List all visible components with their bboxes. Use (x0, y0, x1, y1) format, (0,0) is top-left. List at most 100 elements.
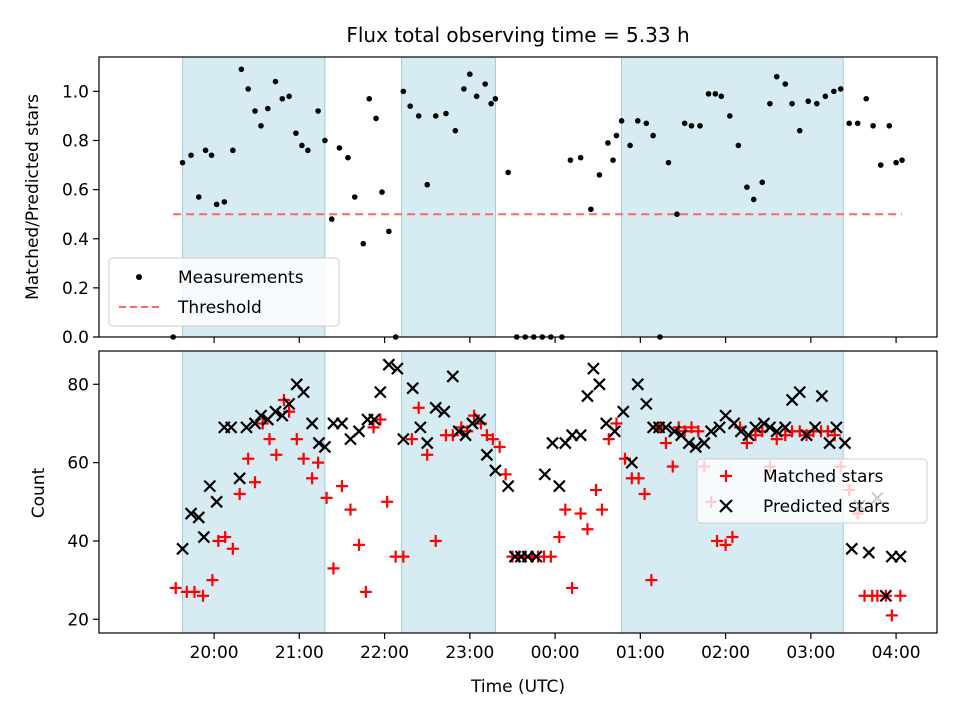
predicted-star-point (581, 389, 594, 403)
measurement-point (328, 216, 335, 222)
predicted-star-point (640, 397, 653, 411)
matched-star-point (297, 452, 310, 465)
measurement-point (596, 172, 603, 178)
matched-star-point (446, 429, 459, 442)
top-axes-frame (98, 56, 938, 338)
predicted-star-point (184, 507, 198, 520)
predicted-star-point (203, 479, 217, 493)
measurement-point (424, 181, 431, 188)
matched-star-point (595, 503, 608, 516)
x-tick-label: 20:00 (190, 643, 239, 663)
predicted-star-point (391, 362, 404, 375)
matched-star-point (206, 574, 219, 587)
predicted-star-point (352, 425, 366, 438)
predicted-star-point (553, 479, 566, 493)
matched-star-point (233, 487, 246, 500)
top-legend-box (108, 257, 340, 327)
measurement-point (238, 66, 245, 73)
measurement-point (886, 122, 893, 129)
measurement-point (705, 91, 712, 97)
measurement-point (735, 142, 742, 149)
predicted-star-point (459, 428, 472, 442)
measurement-point (258, 122, 264, 129)
legend-threshold-label: Threshold (177, 298, 262, 318)
measurement-point (750, 196, 757, 203)
predicted-star-point (501, 479, 515, 493)
matched-star-point (486, 433, 499, 446)
predicted-star-point (631, 378, 645, 391)
x-tick-label: 00:00 (531, 643, 580, 663)
matched-star-point (306, 472, 319, 485)
x-tick-label: 02:00 (701, 643, 750, 663)
predicted-star-point (452, 425, 466, 438)
predicted-star-point (305, 417, 319, 430)
measurement-point (773, 73, 780, 80)
measurement-point (688, 122, 695, 129)
predicted-star-point (192, 511, 206, 524)
predicted-star-point (374, 385, 387, 399)
legend-measurements-label: Measurements (178, 268, 304, 288)
measurement-point (336, 145, 343, 151)
matched-star-point (263, 433, 276, 446)
legend-matched-label: Matched stars (763, 467, 883, 487)
matched-star-point (374, 413, 387, 426)
matched-star-point (645, 574, 658, 587)
y-tick-label: 0.2 (62, 279, 89, 299)
predicted-star-point (546, 436, 559, 450)
predicted-star-point (210, 495, 223, 509)
predicted-star-point (713, 421, 726, 434)
predicted-star-point (397, 432, 410, 446)
predicted-star-point (437, 405, 451, 418)
measurement-point (179, 159, 186, 166)
measurement-point (432, 113, 439, 119)
x-tick-label: 01:00 (616, 643, 665, 663)
predicted-star-point (446, 370, 460, 383)
measurement-point (452, 127, 459, 134)
measurement-point (305, 147, 311, 154)
measurement-point (634, 118, 641, 124)
measurement-point (893, 159, 899, 166)
measurement-point (473, 93, 480, 100)
legend-matched-marker (720, 470, 732, 482)
predicted-star-point (312, 436, 326, 450)
measurement-point (322, 137, 328, 144)
measurement-point (415, 113, 422, 119)
matched-star-point (320, 491, 333, 504)
x-tick-label: 23:00 (445, 643, 494, 663)
predicted-star-point (335, 417, 349, 430)
matched-star-point (226, 542, 239, 555)
matched-star-point (493, 440, 506, 453)
measurement-point (697, 122, 703, 129)
predicted-star-point (530, 550, 543, 563)
predicted-star-point (318, 440, 332, 454)
measurement-point (279, 95, 286, 102)
matched-star-point (711, 534, 724, 547)
legend-predicted-label: Predicted stars (763, 497, 890, 517)
predicted-star-point (429, 401, 443, 415)
measurement-point (767, 100, 773, 107)
y-tick-label: 1.0 (62, 82, 89, 102)
predicted-star-point (879, 589, 893, 603)
predicted-star-point (682, 436, 696, 450)
matched-star-point (249, 476, 262, 489)
predicted-star-point (734, 425, 748, 438)
measurement-point (208, 152, 215, 159)
measurement-point (492, 95, 499, 102)
measurement-point (386, 228, 392, 235)
predicted-star-point (254, 409, 268, 422)
measurement-point (488, 100, 494, 107)
predicted-star-point (574, 428, 587, 442)
measurement-point (831, 88, 837, 95)
measurement-point (854, 120, 861, 127)
predicted-star-point (838, 436, 852, 450)
y-tick-label: 80 (67, 375, 89, 395)
measurement-point (789, 100, 795, 107)
matched-star-point (602, 433, 615, 446)
measurement-point (605, 140, 611, 146)
shaded-interval-3 (621, 56, 844, 338)
x-tick-label: 22:00 (360, 643, 409, 663)
top-panel: Flux total observing time = 5.33 h 0.00.… (23, 23, 938, 348)
y-tick-label: 0.8 (62, 132, 89, 152)
measurement-point (650, 132, 656, 139)
predicted-star-point (823, 436, 836, 450)
